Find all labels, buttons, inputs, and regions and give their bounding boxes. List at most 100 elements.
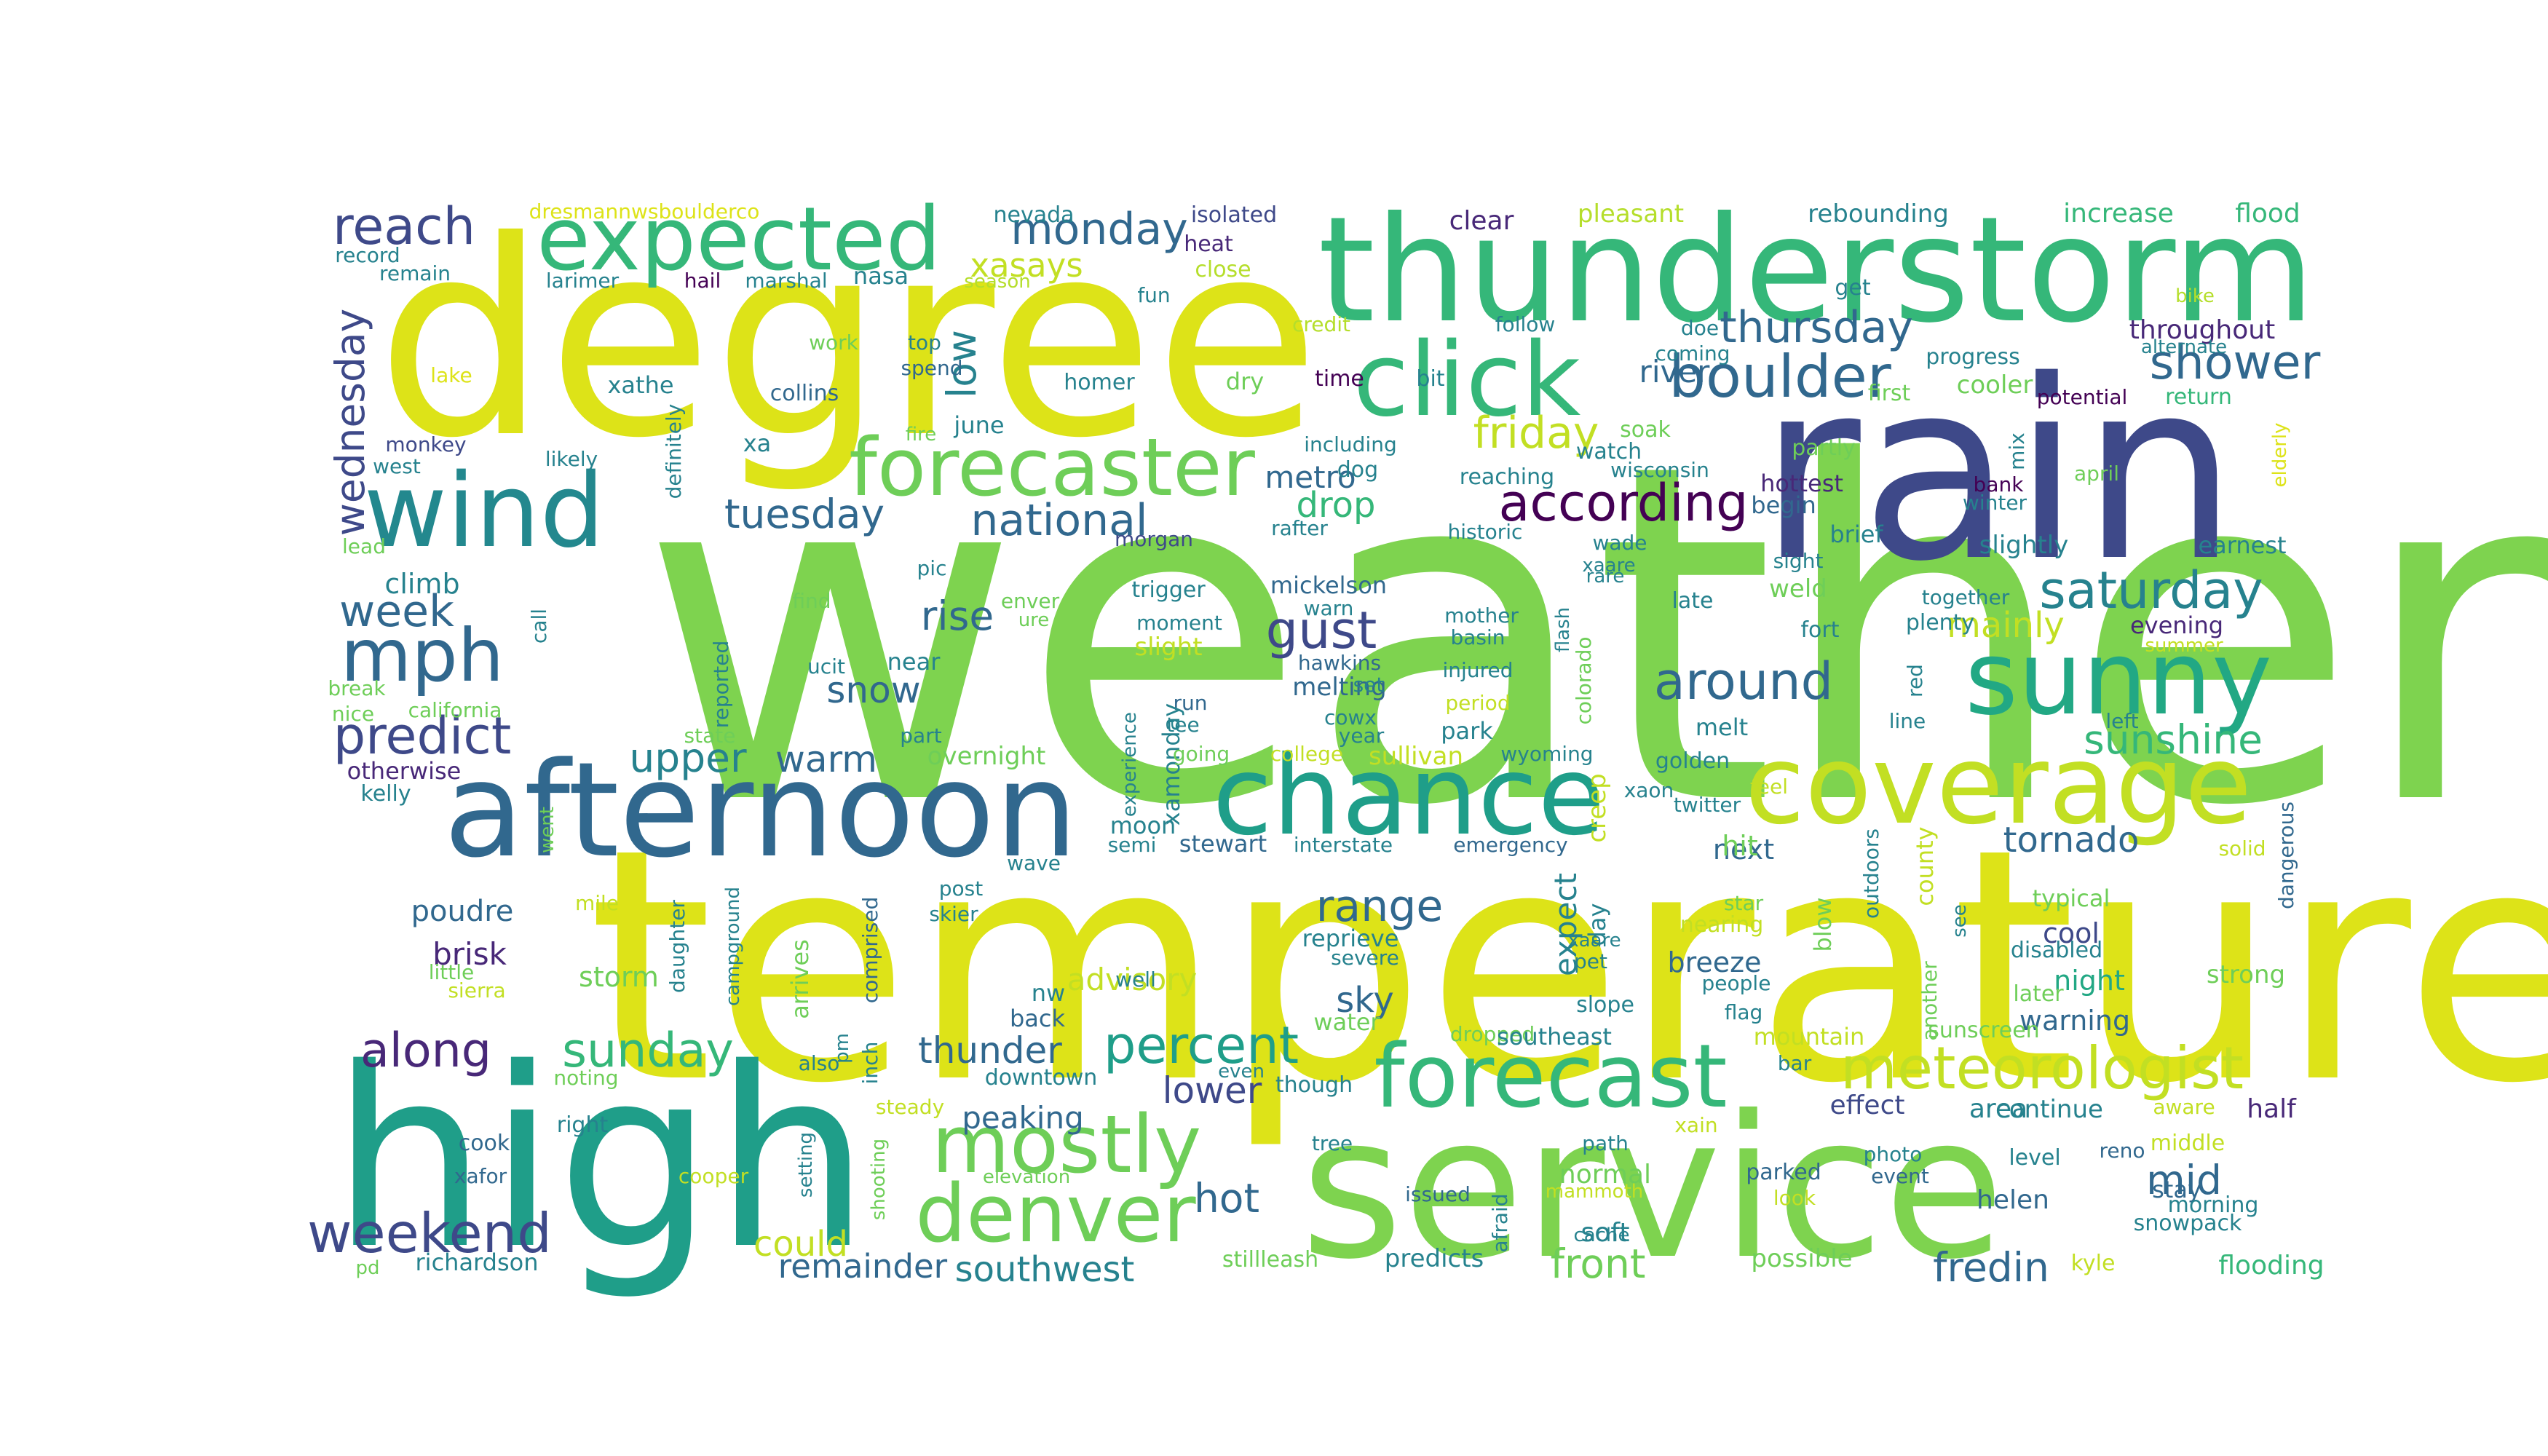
word-denver: denver [915,1167,1196,1260]
word-twitter: twitter [1674,793,1741,817]
word-thunderstorm: thunderstorm [1318,186,2314,355]
word-tree: tree [1312,1131,1353,1155]
word-return: return [2165,384,2232,410]
word-trigger: trigger [1131,577,1206,603]
word-stewart: stewart [1179,830,1267,858]
word-comprised: comprised [858,897,882,1003]
word-also: also [799,1051,840,1075]
word-range: range [1316,881,1443,932]
word-increase: increase [2063,199,2174,229]
word-temperature: temperature [587,780,2548,1153]
word-record: record [335,243,400,267]
word-overnight: overnight [927,742,1046,771]
word-dry: dry [1226,368,1264,395]
word-dropped: dropped [1450,1022,1535,1046]
word-southwest: southwest [955,1249,1135,1290]
word-brisk: brisk [432,936,507,972]
word-reach: reach [333,197,475,256]
word-collins: collins [770,381,839,406]
word-potential: potential [2037,385,2128,409]
word-work: work [809,331,859,355]
word-ucit: ucit [807,654,845,678]
word-monday: monday [1010,204,1188,255]
word-high: high [331,1016,870,1304]
word-xasays: xasays [970,246,1083,285]
word-snow: snow [826,669,920,711]
word-mother: mother [1444,604,1519,628]
word-mickelson: mickelson [1270,571,1387,599]
word-nearing: nearing [1680,912,1764,938]
word-gust: gust [1266,601,1377,660]
word-melt: melt [1696,713,1748,741]
word-marshal: marshal [745,269,827,293]
word-monkey: monkey [385,432,466,456]
word-cool: cool [2043,917,2100,949]
word-wednesday: wednesday [327,309,373,536]
word-post: post [939,877,983,901]
word-period: period [1445,691,1510,715]
word-hit: hit [1722,830,1758,862]
word-noting: noting [553,1066,618,1090]
word-red: red [1903,664,1927,697]
word-likely: likely [545,447,598,471]
word-helen: helen [1977,1185,2049,1215]
word-reno: reno [2100,1139,2145,1163]
word-cooper: cooper [678,1164,749,1188]
word-plenty: plenty [1906,610,1974,636]
word-poudre: poudre [411,895,514,928]
word-wind: wind [364,452,605,571]
word-cache: cache [1574,1224,1630,1246]
word-soft: soft [1581,1218,1630,1248]
word-lake: lake [430,363,472,387]
word-begin: begin [1751,491,1816,519]
word-flood: flood [2235,199,2300,229]
word-weekend: weekend [307,1201,552,1265]
word-find: find [792,589,831,613]
word-spend: spend [901,356,962,380]
word-together: together [1922,585,2010,609]
word-top: top [908,331,941,355]
word-area: area [1969,1094,2027,1124]
word-reported: reported [709,641,733,729]
word-golden: golden [1655,748,1730,774]
word-set: set [1353,673,1385,697]
word-richardson: richardson [416,1249,539,1276]
word-another: another [1918,961,1942,1041]
word-near: near [887,648,941,676]
word-college: college [1270,742,1343,766]
word-interstate: interstate [1294,833,1393,857]
word-mainly: mainly [1947,605,2065,646]
word-hail: hail [684,269,721,293]
word-sullivan: sullivan [1369,742,1463,771]
word-though: though [1275,1072,1353,1098]
word-remain: remain [379,261,451,285]
word-west: west [373,454,421,478]
word-melting: melting [1292,673,1386,702]
word-mammoth: mammoth [1546,1181,1644,1203]
word-inch: inch [858,1042,882,1085]
word-dresmannwsboulderco: dresmannwsboulderco [529,199,760,223]
word-mix: mix [2005,432,2029,470]
word-sunny: sunny [1965,620,2272,738]
word-injured: injured [1443,658,1514,682]
word-predict: predict [333,706,512,766]
word-line: line [1889,709,1926,733]
word-flooding: flooding [2218,1251,2324,1281]
word-around: around [1654,652,1833,711]
word-season: season [964,271,1030,293]
word-saturday: saturday [2039,561,2263,620]
word-creep: creep [1583,773,1612,842]
word-typical: typical [2033,885,2110,912]
word-breeze: breeze [1668,946,1762,978]
word-strong: strong [2207,960,2285,989]
word-parked: parked [1746,1160,1821,1185]
word-percent: percent [1104,1016,1299,1075]
word-forecast: forecast [1374,1026,1727,1128]
word-front: front [1551,1241,1646,1287]
word-path: path [1582,1131,1629,1155]
word-tee: tee [1166,713,1199,737]
word-flag: flag [1725,1000,1763,1024]
word-close: close [1195,257,1251,282]
word-southeast: southeast [1497,1023,1612,1051]
